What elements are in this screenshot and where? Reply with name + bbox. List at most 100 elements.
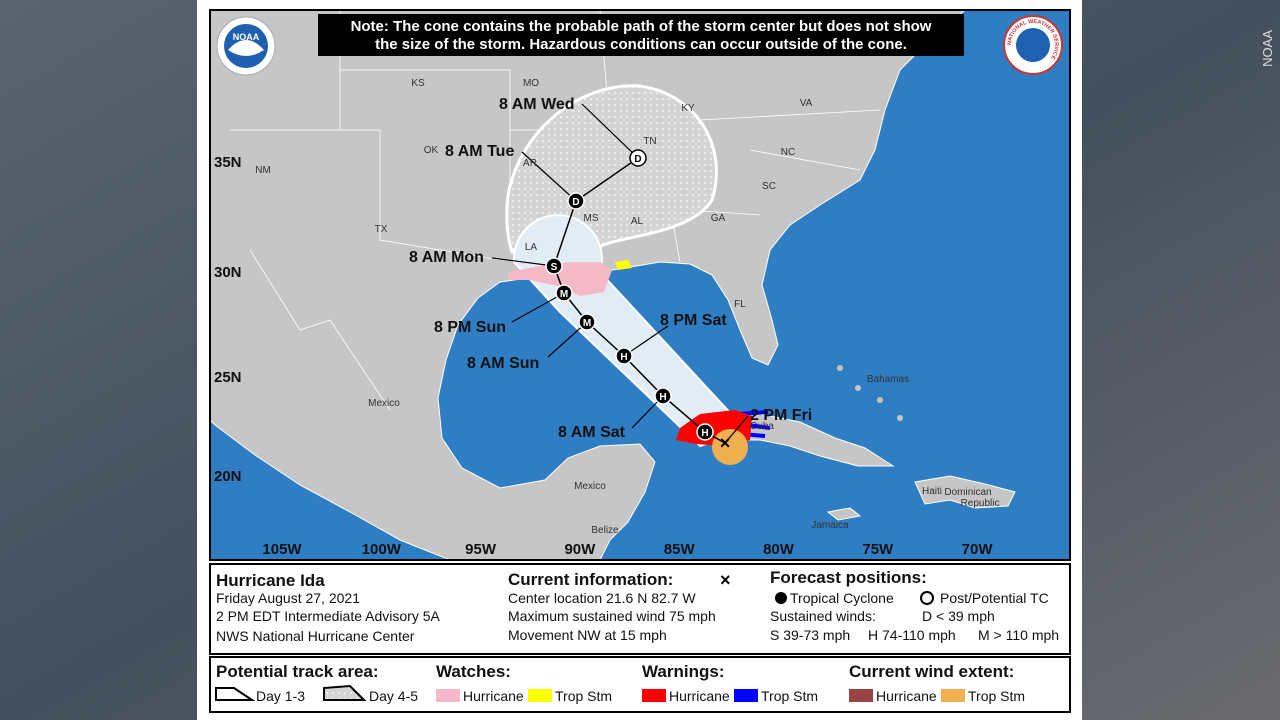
current-title: Current information:	[508, 570, 673, 589]
place-label: SC	[762, 181, 776, 192]
place-label: NM	[255, 165, 271, 176]
legend	[209, 656, 1071, 713]
longitude-label: 85W	[664, 541, 696, 558]
forecast-symbol: H	[620, 352, 627, 363]
forecast-h: H 74-110 mph	[868, 627, 956, 643]
longitude-label: 90W	[564, 541, 596, 558]
forecast-winds: Sustained winds:	[770, 608, 876, 624]
place-label: Republic	[961, 498, 1000, 509]
legend-label: Trop Stm	[968, 688, 1025, 704]
legend-swatch	[436, 689, 460, 702]
storm-line: Friday August 27, 2021	[216, 590, 360, 606]
trop-storm-watch	[615, 260, 632, 270]
place-label: Cuba	[750, 421, 774, 432]
legend-swatch	[734, 689, 758, 702]
current-line: Maximum sustained wind 75 mph	[508, 608, 716, 624]
forecast-d: D < 39 mph	[922, 608, 995, 624]
place-label: OK	[424, 145, 439, 156]
forecast-m: M > 110 mph	[978, 627, 1059, 643]
current-icon: ×	[720, 570, 731, 590]
note-box	[318, 14, 964, 56]
storm-name: Hurricane Ida	[216, 571, 325, 590]
ptc-symbol	[920, 591, 934, 605]
place-label: Bahamas	[867, 374, 909, 385]
place-label: Mexico	[574, 481, 606, 492]
legend-swatch	[941, 689, 965, 702]
legend-swatch	[528, 689, 552, 702]
forecast-point	[578, 313, 596, 331]
jamaica	[826, 507, 862, 521]
forecast-s: S 39-73 mph	[770, 627, 850, 643]
watermark: NOAA	[1260, 30, 1275, 67]
legend-track-title: Potential track area:	[216, 662, 379, 681]
map-frame	[209, 9, 1071, 561]
forecast-symbol: D	[634, 154, 641, 165]
current-position: ×	[720, 433, 731, 453]
noaa-logo-bird	[228, 40, 264, 56]
forecast-symbol: M	[583, 318, 591, 329]
cone-day45	[505, 84, 718, 254]
forecast-point	[567, 192, 585, 210]
forecast-symbol: H	[659, 392, 666, 403]
latitude-label: 30N	[214, 264, 242, 281]
forecast-ptc: Post/Potential TC	[940, 590, 1049, 606]
place-label: KS	[411, 78, 425, 89]
place-label: Mexico	[368, 398, 400, 409]
latitude-label: 35N	[214, 154, 242, 171]
hispaniola	[914, 475, 1016, 509]
forecast-title: Forecast positions:	[770, 568, 927, 587]
place-label: Haiti	[922, 486, 942, 497]
storm-line: NWS National Hurricane Center	[216, 628, 415, 644]
time-label: 8 PM Sun	[434, 319, 506, 336]
tc-symbol	[775, 592, 787, 604]
nws-logo-inner	[1016, 28, 1050, 62]
latitude-label: 25N	[214, 369, 242, 386]
place-label: AL	[631, 216, 644, 227]
place-label: VA	[800, 98, 813, 109]
place-label: AR	[523, 158, 537, 169]
longitude-label: 70W	[962, 541, 994, 558]
forecast-point	[545, 257, 563, 275]
legend-day13-label: Day 1-3	[256, 688, 305, 704]
time-label: 8 AM Sat	[558, 424, 626, 441]
current-line: Movement NW at 15 mph	[508, 627, 667, 643]
legend-label: Trop Stm	[761, 688, 818, 704]
longitude-label: 80W	[763, 541, 795, 558]
info-panel	[209, 563, 1071, 655]
hurricane-watch	[508, 262, 612, 296]
time-label: 8 AM Mon	[409, 249, 484, 266]
legend-title: Current wind extent:	[849, 662, 1014, 681]
legend-swatch	[849, 689, 873, 702]
legend-title: Watches:	[436, 662, 511, 681]
place-label: Dominican	[944, 487, 991, 498]
legend-label: Hurricane	[669, 688, 730, 704]
place-label: GA	[711, 213, 726, 224]
longitude-label: 75W	[862, 541, 894, 558]
legend-label: Hurricane	[463, 688, 524, 704]
time-label: 8 PM Sat	[660, 312, 727, 329]
legend-label: Trop Stm	[555, 688, 612, 704]
legend-day45	[323, 684, 367, 701]
forecast-symbol: H	[701, 428, 708, 439]
legend-title: Warnings:	[642, 662, 724, 681]
longitude-label: 100W	[362, 541, 402, 558]
place-label: Jamaica	[811, 520, 849, 531]
time-label: 2 PM Fri	[750, 407, 812, 424]
bahamas	[837, 365, 903, 421]
place-label: Belize	[591, 525, 619, 536]
forecast-point	[654, 387, 672, 405]
place-label: TN	[643, 136, 656, 147]
place-label: FL	[734, 299, 746, 310]
forecast-symbol: M	[560, 289, 568, 300]
place-label: LA	[525, 242, 538, 253]
current-line: Center location 21.6 N 82.7 W	[508, 590, 696, 606]
forecast-point	[696, 423, 714, 441]
time-label: 8 AM Wed	[499, 96, 575, 113]
place-label: NC	[781, 147, 795, 158]
legend-day13	[215, 687, 256, 701]
forecast-point	[629, 149, 647, 167]
time-label: 8 AM Sun	[467, 355, 539, 372]
note: Note: The cone contains the probable pat…	[351, 18, 932, 35]
note: the size of the storm. Hazardous conditi…	[375, 36, 907, 53]
